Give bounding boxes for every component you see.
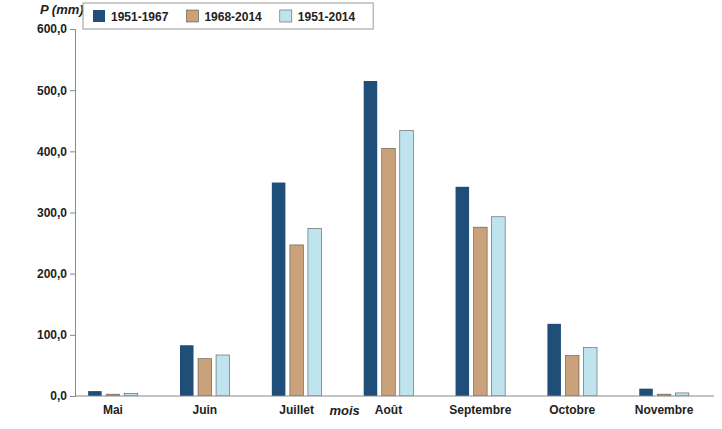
bar <box>565 356 579 396</box>
y-tick: 500,0 <box>37 84 75 98</box>
x-tick-label: Novembre <box>635 403 694 417</box>
y-tick-mark <box>70 29 75 30</box>
x-tick-label: Août <box>375 403 402 417</box>
y-tick-label: 600,0 <box>37 22 67 36</box>
legend-box <box>83 3 373 29</box>
y-tick: 0,0 <box>50 389 75 403</box>
x-tick: Septembre <box>449 396 511 417</box>
x-tick: Octobre <box>549 396 595 417</box>
y-tick-mark <box>70 335 75 336</box>
bar <box>88 391 102 396</box>
bar <box>216 355 230 396</box>
x-axis-title: mois <box>329 403 359 418</box>
legend-label: 1968-2014 <box>204 10 262 24</box>
legend-label: 1951-2014 <box>298 10 356 24</box>
legend-swatch <box>93 10 105 22</box>
bar <box>308 228 322 396</box>
x-tick-label: Juin <box>192 403 217 417</box>
bar <box>583 348 597 396</box>
y-tick-label: 300,0 <box>37 206 67 220</box>
x-tick-label: Septembre <box>449 403 511 417</box>
bar <box>456 187 470 396</box>
y-tick-mark <box>70 396 75 397</box>
bar <box>382 148 396 396</box>
x-tick: Juin <box>192 396 217 417</box>
bar <box>364 81 378 396</box>
chart: 0,0 100,0 200,0 300,0 400,0 500,0 600,0 Mai Juin… <box>0 0 722 429</box>
y-tick-mark <box>70 274 75 275</box>
x-tick-label: Octobre <box>549 403 595 417</box>
x-tick: Juillet <box>279 396 314 417</box>
legend: 1951-1967 1968-2014 1951-2014 <box>83 3 373 29</box>
bar <box>272 183 286 396</box>
x-tick: Novembre <box>635 396 694 417</box>
y-tick-label: 200,0 <box>37 267 67 281</box>
y-axis: 0,0 100,0 200,0 300,0 400,0 500,0 600,0 <box>37 22 76 403</box>
bar <box>400 131 414 396</box>
x-tick: Août <box>375 396 402 417</box>
bar <box>547 324 561 396</box>
y-axis-line <box>70 30 76 397</box>
y-tick-label: 400,0 <box>37 145 67 159</box>
y-tick-mark <box>70 90 75 91</box>
y-tick-label: 100,0 <box>37 328 67 342</box>
x-tick-label: Juillet <box>279 403 314 417</box>
legend-label: 1951-1967 <box>111 10 169 24</box>
legend-swatch <box>186 10 198 22</box>
bars <box>88 81 689 396</box>
y-axis-title: P (mm) <box>40 2 84 17</box>
bar <box>198 359 212 396</box>
x-tick: Mai <box>103 396 123 417</box>
y-tick: 100,0 <box>37 328 75 342</box>
legend-swatch <box>280 10 292 22</box>
bar <box>492 217 506 396</box>
x-tick-label: Mai <box>103 403 123 417</box>
bar <box>639 389 653 396</box>
bar <box>180 345 194 396</box>
y-tick: 400,0 <box>37 145 75 159</box>
y-tick: 300,0 <box>37 206 75 220</box>
bar <box>290 245 304 396</box>
y-tick: 600,0 <box>37 22 75 36</box>
y-tick-label: 500,0 <box>37 84 67 98</box>
y-tick: 200,0 <box>37 267 75 281</box>
bar <box>474 227 488 396</box>
x-axis: Mai Juin Juillet Août Septembre Octobre Novemb… <box>75 396 714 417</box>
y-tick-mark <box>70 213 75 214</box>
y-tick-label: 0,0 <box>50 389 67 403</box>
y-tick-mark <box>70 151 75 152</box>
x-axis-line <box>75 396 714 397</box>
